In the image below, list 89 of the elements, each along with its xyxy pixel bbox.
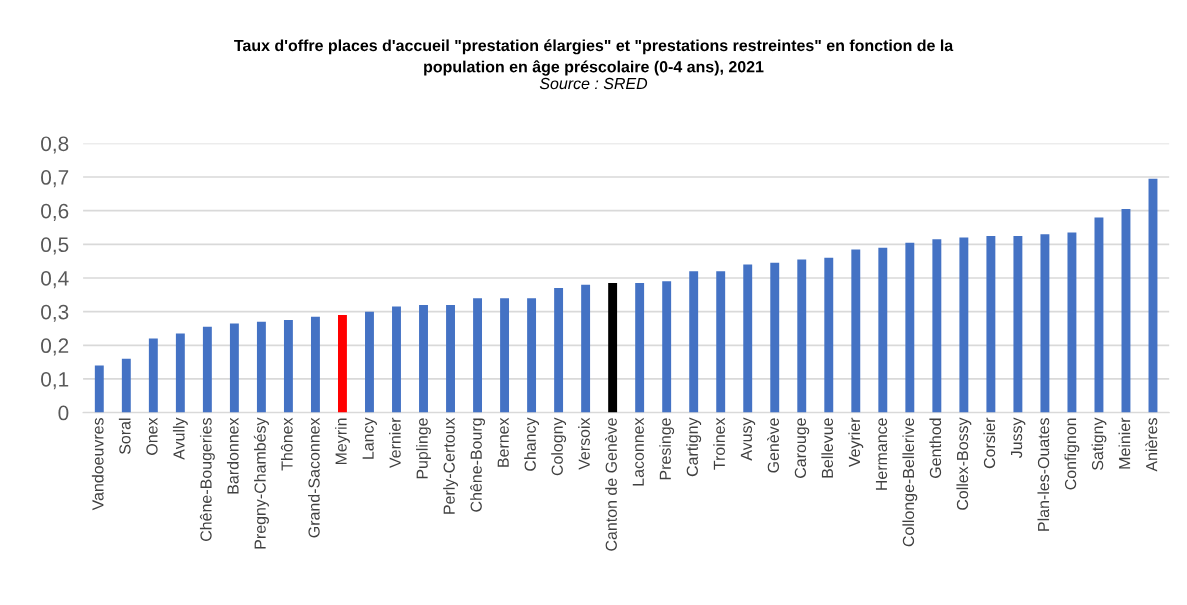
x-tick-label: Puplinge	[416, 418, 431, 479]
x-tick-label: Soral	[118, 418, 131, 455]
bar	[175, 333, 185, 413]
bar	[905, 242, 915, 413]
bar	[148, 338, 158, 413]
bar	[878, 247, 888, 413]
y-tick-label: 0,6	[41, 203, 69, 221]
bar	[635, 283, 645, 413]
bar	[94, 365, 104, 413]
bar	[283, 320, 293, 413]
bar	[392, 306, 401, 413]
bar	[419, 304, 428, 413]
x-tick-label: Grand-Saconnex	[308, 417, 320, 538]
x-tick-label: Thônex	[280, 417, 293, 471]
bar	[608, 283, 618, 413]
bar	[986, 235, 996, 413]
bar	[256, 321, 266, 413]
bar	[1067, 232, 1077, 413]
chart-title: Taux d'offre places d'accueil "prestation élargies" et "prestations restreintes" en fonction de la population en âge préscolaire (0-4 ans), 2021	[234, 39, 954, 76]
x-tick-label: Canton de Genève	[605, 418, 617, 551]
x-tick-label: Confignon	[1064, 418, 1080, 490]
bar	[689, 271, 699, 413]
bar	[824, 257, 834, 413]
x-tick-label: Pregny-Chambésy	[253, 417, 269, 549]
x-tick-label: Satigny	[1091, 417, 1107, 471]
bar	[662, 281, 672, 413]
y-tick-label: 0,7	[41, 170, 69, 188]
y-tick-label: 0,5	[41, 237, 69, 255]
bar	[554, 288, 564, 413]
x-tick-label: Carouge	[794, 418, 810, 478]
bar	[770, 262, 780, 413]
bar	[473, 298, 482, 413]
x-tick-label: Vandoeuvres	[91, 418, 104, 511]
bar	[310, 316, 320, 413]
x-tick-label: Bardonnex	[226, 417, 239, 494]
x-tick-label: Laconnex	[632, 417, 644, 486]
bar	[338, 315, 347, 413]
bar	[1013, 235, 1023, 413]
x-tick-label: Meyrin	[335, 418, 350, 465]
y-tick-label: 0,1	[41, 371, 69, 390]
x-tick-label: Avully	[172, 417, 188, 460]
x-tick-label: Corsier	[983, 417, 996, 469]
x-tick-label: Bellevue	[821, 418, 834, 478]
bar	[446, 304, 455, 413]
x-tick-label: Vernier	[389, 417, 401, 469]
x-tick-label: Avusy	[740, 417, 756, 461]
x-tick-label: Versoix	[578, 417, 590, 470]
bar	[959, 237, 969, 413]
bar	[1094, 217, 1104, 413]
x-tick-label: Chêne-Bougeries	[199, 418, 215, 541]
bar	[932, 239, 942, 413]
x-tick-label: Plan-les-Ouates	[1037, 418, 1050, 531]
x-tick-label: Presinge	[659, 418, 675, 480]
y-tick-label: 0,8	[41, 136, 69, 154]
x-tick-label: Jussy	[1011, 417, 1026, 459]
x-tick-label: Veyrier	[848, 417, 864, 468]
bar	[851, 249, 861, 413]
x-tick-label: Genève	[767, 418, 780, 473]
x-tick-label: Chancy	[524, 417, 540, 471]
x-tick-label: Collonge-Bellerive	[902, 418, 918, 547]
y-tick-label: 0	[58, 405, 69, 421]
bar	[527, 298, 537, 413]
x-tick-label: Cologny	[551, 417, 567, 476]
bar	[500, 298, 510, 413]
bar	[202, 326, 212, 413]
bar	[121, 358, 131, 413]
bar	[743, 264, 753, 413]
x-tick-label: Chêne-Bourg	[470, 418, 486, 512]
y-tick-label: 0,3	[41, 304, 69, 322]
x-tick-label: Meinier	[1118, 417, 1131, 469]
x-tick-label: Cartigny	[686, 417, 702, 477]
x-tick-label: Lancy	[362, 417, 377, 459]
bar	[229, 323, 239, 413]
chart-subtitle: Source : SRED	[539, 77, 648, 90]
bar	[581, 284, 591, 413]
bar	[797, 259, 807, 413]
x-tick-label: Bernex	[497, 417, 509, 467]
bar	[365, 311, 374, 413]
x-tick-label: Hermance	[875, 418, 888, 490]
x-tick-label: Anières	[1145, 418, 1158, 472]
x-tick-label: Onex	[146, 417, 158, 455]
y-tick-label: 0,2	[41, 338, 69, 356]
bar	[716, 271, 726, 413]
x-tick-label: Perly-Certoux	[443, 417, 458, 514]
y-tick-label: 0,4	[41, 271, 69, 289]
x-tick-label: Troinex	[713, 417, 725, 470]
bar	[1040, 234, 1050, 413]
x-tick-label: Collex-Bossy	[956, 417, 972, 510]
x-tick-label: Genthod	[929, 418, 942, 478]
